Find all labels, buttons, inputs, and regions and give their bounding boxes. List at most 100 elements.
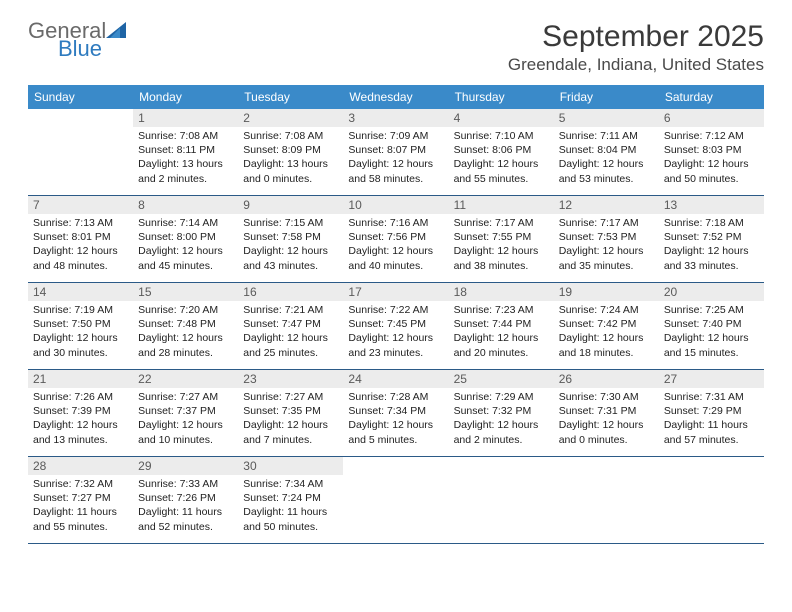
calendar-day-cell: 3Sunrise: 7:09 AMSunset: 8:07 PMDaylight…: [343, 109, 448, 196]
day-number: 13: [659, 196, 764, 214]
sunset-text: Sunset: 7:40 PM: [664, 317, 759, 331]
day-details: Sunrise: 7:11 AMSunset: 8:04 PMDaylight:…: [554, 127, 659, 190]
sunset-text: Sunset: 7:31 PM: [559, 404, 654, 418]
sunset-text: Sunset: 8:06 PM: [454, 143, 549, 157]
calendar-week-row: 21Sunrise: 7:26 AMSunset: 7:39 PMDayligh…: [28, 370, 764, 457]
sunrise-text: Sunrise: 7:20 AM: [138, 303, 233, 317]
day-details: Sunrise: 7:21 AMSunset: 7:47 PMDaylight:…: [238, 301, 343, 364]
sunrise-text: Sunrise: 7:15 AM: [243, 216, 338, 230]
calendar-day-cell: 19Sunrise: 7:24 AMSunset: 7:42 PMDayligh…: [554, 283, 659, 370]
calendar-day-cell: 26Sunrise: 7:30 AMSunset: 7:31 PMDayligh…: [554, 370, 659, 457]
day-details: Sunrise: 7:31 AMSunset: 7:29 PMDaylight:…: [659, 388, 764, 451]
weekday-header: Saturday: [659, 85, 764, 109]
title-block: September 2025 Greendale, Indiana, Unite…: [508, 20, 764, 75]
weekday-header: Thursday: [449, 85, 554, 109]
daylight-text: Daylight: 12 hours and 38 minutes.: [454, 244, 549, 272]
daylight-text: Daylight: 12 hours and 0 minutes.: [559, 418, 654, 446]
day-number: 2: [238, 109, 343, 127]
sunset-text: Sunset: 8:01 PM: [33, 230, 128, 244]
sunset-text: Sunset: 7:53 PM: [559, 230, 654, 244]
day-number: 4: [449, 109, 554, 127]
day-number: 15: [133, 283, 238, 301]
sunrise-text: Sunrise: 7:30 AM: [559, 390, 654, 404]
calendar-day-cell: 5Sunrise: 7:11 AMSunset: 8:04 PMDaylight…: [554, 109, 659, 196]
day-number: 12: [554, 196, 659, 214]
calendar-day-cell: ·: [28, 109, 133, 196]
sunrise-text: Sunrise: 7:32 AM: [33, 477, 128, 491]
sunset-text: Sunset: 7:52 PM: [664, 230, 759, 244]
calendar-day-cell: ·: [449, 457, 554, 544]
calendar-day-cell: 24Sunrise: 7:28 AMSunset: 7:34 PMDayligh…: [343, 370, 448, 457]
day-number: 27: [659, 370, 764, 388]
sunset-text: Sunset: 8:07 PM: [348, 143, 443, 157]
day-details: Sunrise: 7:08 AMSunset: 8:09 PMDaylight:…: [238, 127, 343, 190]
weekday-header: Tuesday: [238, 85, 343, 109]
daylight-text: Daylight: 11 hours and 50 minutes.: [243, 505, 338, 533]
sunrise-text: Sunrise: 7:28 AM: [348, 390, 443, 404]
day-number: 22: [133, 370, 238, 388]
sunset-text: Sunset: 7:45 PM: [348, 317, 443, 331]
calendar-week-row: 28Sunrise: 7:32 AMSunset: 7:27 PMDayligh…: [28, 457, 764, 544]
weekday-header: Sunday: [28, 85, 133, 109]
day-details: Sunrise: 7:17 AMSunset: 7:55 PMDaylight:…: [449, 214, 554, 277]
calendar-day-cell: 6Sunrise: 7:12 AMSunset: 8:03 PMDaylight…: [659, 109, 764, 196]
calendar-day-cell: 22Sunrise: 7:27 AMSunset: 7:37 PMDayligh…: [133, 370, 238, 457]
day-details: Sunrise: 7:26 AMSunset: 7:39 PMDaylight:…: [28, 388, 133, 451]
day-details: Sunrise: 7:12 AMSunset: 8:03 PMDaylight:…: [659, 127, 764, 190]
sunrise-text: Sunrise: 7:29 AM: [454, 390, 549, 404]
location-text: Greendale, Indiana, United States: [508, 55, 764, 75]
sunset-text: Sunset: 7:48 PM: [138, 317, 233, 331]
day-number: 16: [238, 283, 343, 301]
day-details: Sunrise: 7:13 AMSunset: 8:01 PMDaylight:…: [28, 214, 133, 277]
calendar-day-cell: 17Sunrise: 7:22 AMSunset: 7:45 PMDayligh…: [343, 283, 448, 370]
brand-wordmark: General Blue: [28, 20, 126, 60]
daylight-text: Daylight: 12 hours and 45 minutes.: [138, 244, 233, 272]
sunrise-text: Sunrise: 7:08 AM: [138, 129, 233, 143]
brand-logo: General Blue: [28, 20, 126, 60]
day-number: 14: [28, 283, 133, 301]
day-details: Sunrise: 7:34 AMSunset: 7:24 PMDaylight:…: [238, 475, 343, 538]
sunrise-text: Sunrise: 7:23 AM: [454, 303, 549, 317]
daylight-text: Daylight: 11 hours and 57 minutes.: [664, 418, 759, 446]
sunrise-text: Sunrise: 7:18 AM: [664, 216, 759, 230]
day-number: 8: [133, 196, 238, 214]
sunset-text: Sunset: 7:24 PM: [243, 491, 338, 505]
daylight-text: Daylight: 13 hours and 0 minutes.: [243, 157, 338, 185]
daylight-text: Daylight: 12 hours and 30 minutes.: [33, 331, 128, 359]
calendar-day-cell: 13Sunrise: 7:18 AMSunset: 7:52 PMDayligh…: [659, 196, 764, 283]
sunrise-text: Sunrise: 7:19 AM: [33, 303, 128, 317]
sunset-text: Sunset: 7:29 PM: [664, 404, 759, 418]
calendar-day-cell: 11Sunrise: 7:17 AMSunset: 7:55 PMDayligh…: [449, 196, 554, 283]
calendar-day-cell: ·: [554, 457, 659, 544]
day-number: 6: [659, 109, 764, 127]
calendar-day-cell: 21Sunrise: 7:26 AMSunset: 7:39 PMDayligh…: [28, 370, 133, 457]
sunset-text: Sunset: 7:32 PM: [454, 404, 549, 418]
daylight-text: Daylight: 12 hours and 15 minutes.: [664, 331, 759, 359]
day-details: Sunrise: 7:30 AMSunset: 7:31 PMDaylight:…: [554, 388, 659, 451]
day-details: Sunrise: 7:15 AMSunset: 7:58 PMDaylight:…: [238, 214, 343, 277]
calendar-day-cell: 10Sunrise: 7:16 AMSunset: 7:56 PMDayligh…: [343, 196, 448, 283]
calendar-page: General Blue September 2025 Greendale, I…: [0, 0, 792, 564]
daylight-text: Daylight: 12 hours and 7 minutes.: [243, 418, 338, 446]
day-number: 18: [449, 283, 554, 301]
day-details: Sunrise: 7:14 AMSunset: 8:00 PMDaylight:…: [133, 214, 238, 277]
day-details: Sunrise: 7:20 AMSunset: 7:48 PMDaylight:…: [133, 301, 238, 364]
sunrise-text: Sunrise: 7:34 AM: [243, 477, 338, 491]
calendar-day-cell: 27Sunrise: 7:31 AMSunset: 7:29 PMDayligh…: [659, 370, 764, 457]
sunset-text: Sunset: 7:47 PM: [243, 317, 338, 331]
day-details: Sunrise: 7:08 AMSunset: 8:11 PMDaylight:…: [133, 127, 238, 190]
sunset-text: Sunset: 7:55 PM: [454, 230, 549, 244]
sunset-text: Sunset: 8:00 PM: [138, 230, 233, 244]
day-number: 19: [554, 283, 659, 301]
day-number: 7: [28, 196, 133, 214]
day-number: 25: [449, 370, 554, 388]
calendar-week-row: ·1Sunrise: 7:08 AMSunset: 8:11 PMDayligh…: [28, 109, 764, 196]
sunrise-text: Sunrise: 7:09 AM: [348, 129, 443, 143]
sunrise-text: Sunrise: 7:27 AM: [243, 390, 338, 404]
sunset-text: Sunset: 7:44 PM: [454, 317, 549, 331]
sunrise-text: Sunrise: 7:14 AM: [138, 216, 233, 230]
calendar-day-cell: 30Sunrise: 7:34 AMSunset: 7:24 PMDayligh…: [238, 457, 343, 544]
sunset-text: Sunset: 8:04 PM: [559, 143, 654, 157]
day-details: Sunrise: 7:27 AMSunset: 7:35 PMDaylight:…: [238, 388, 343, 451]
day-details: Sunrise: 7:28 AMSunset: 7:34 PMDaylight:…: [343, 388, 448, 451]
